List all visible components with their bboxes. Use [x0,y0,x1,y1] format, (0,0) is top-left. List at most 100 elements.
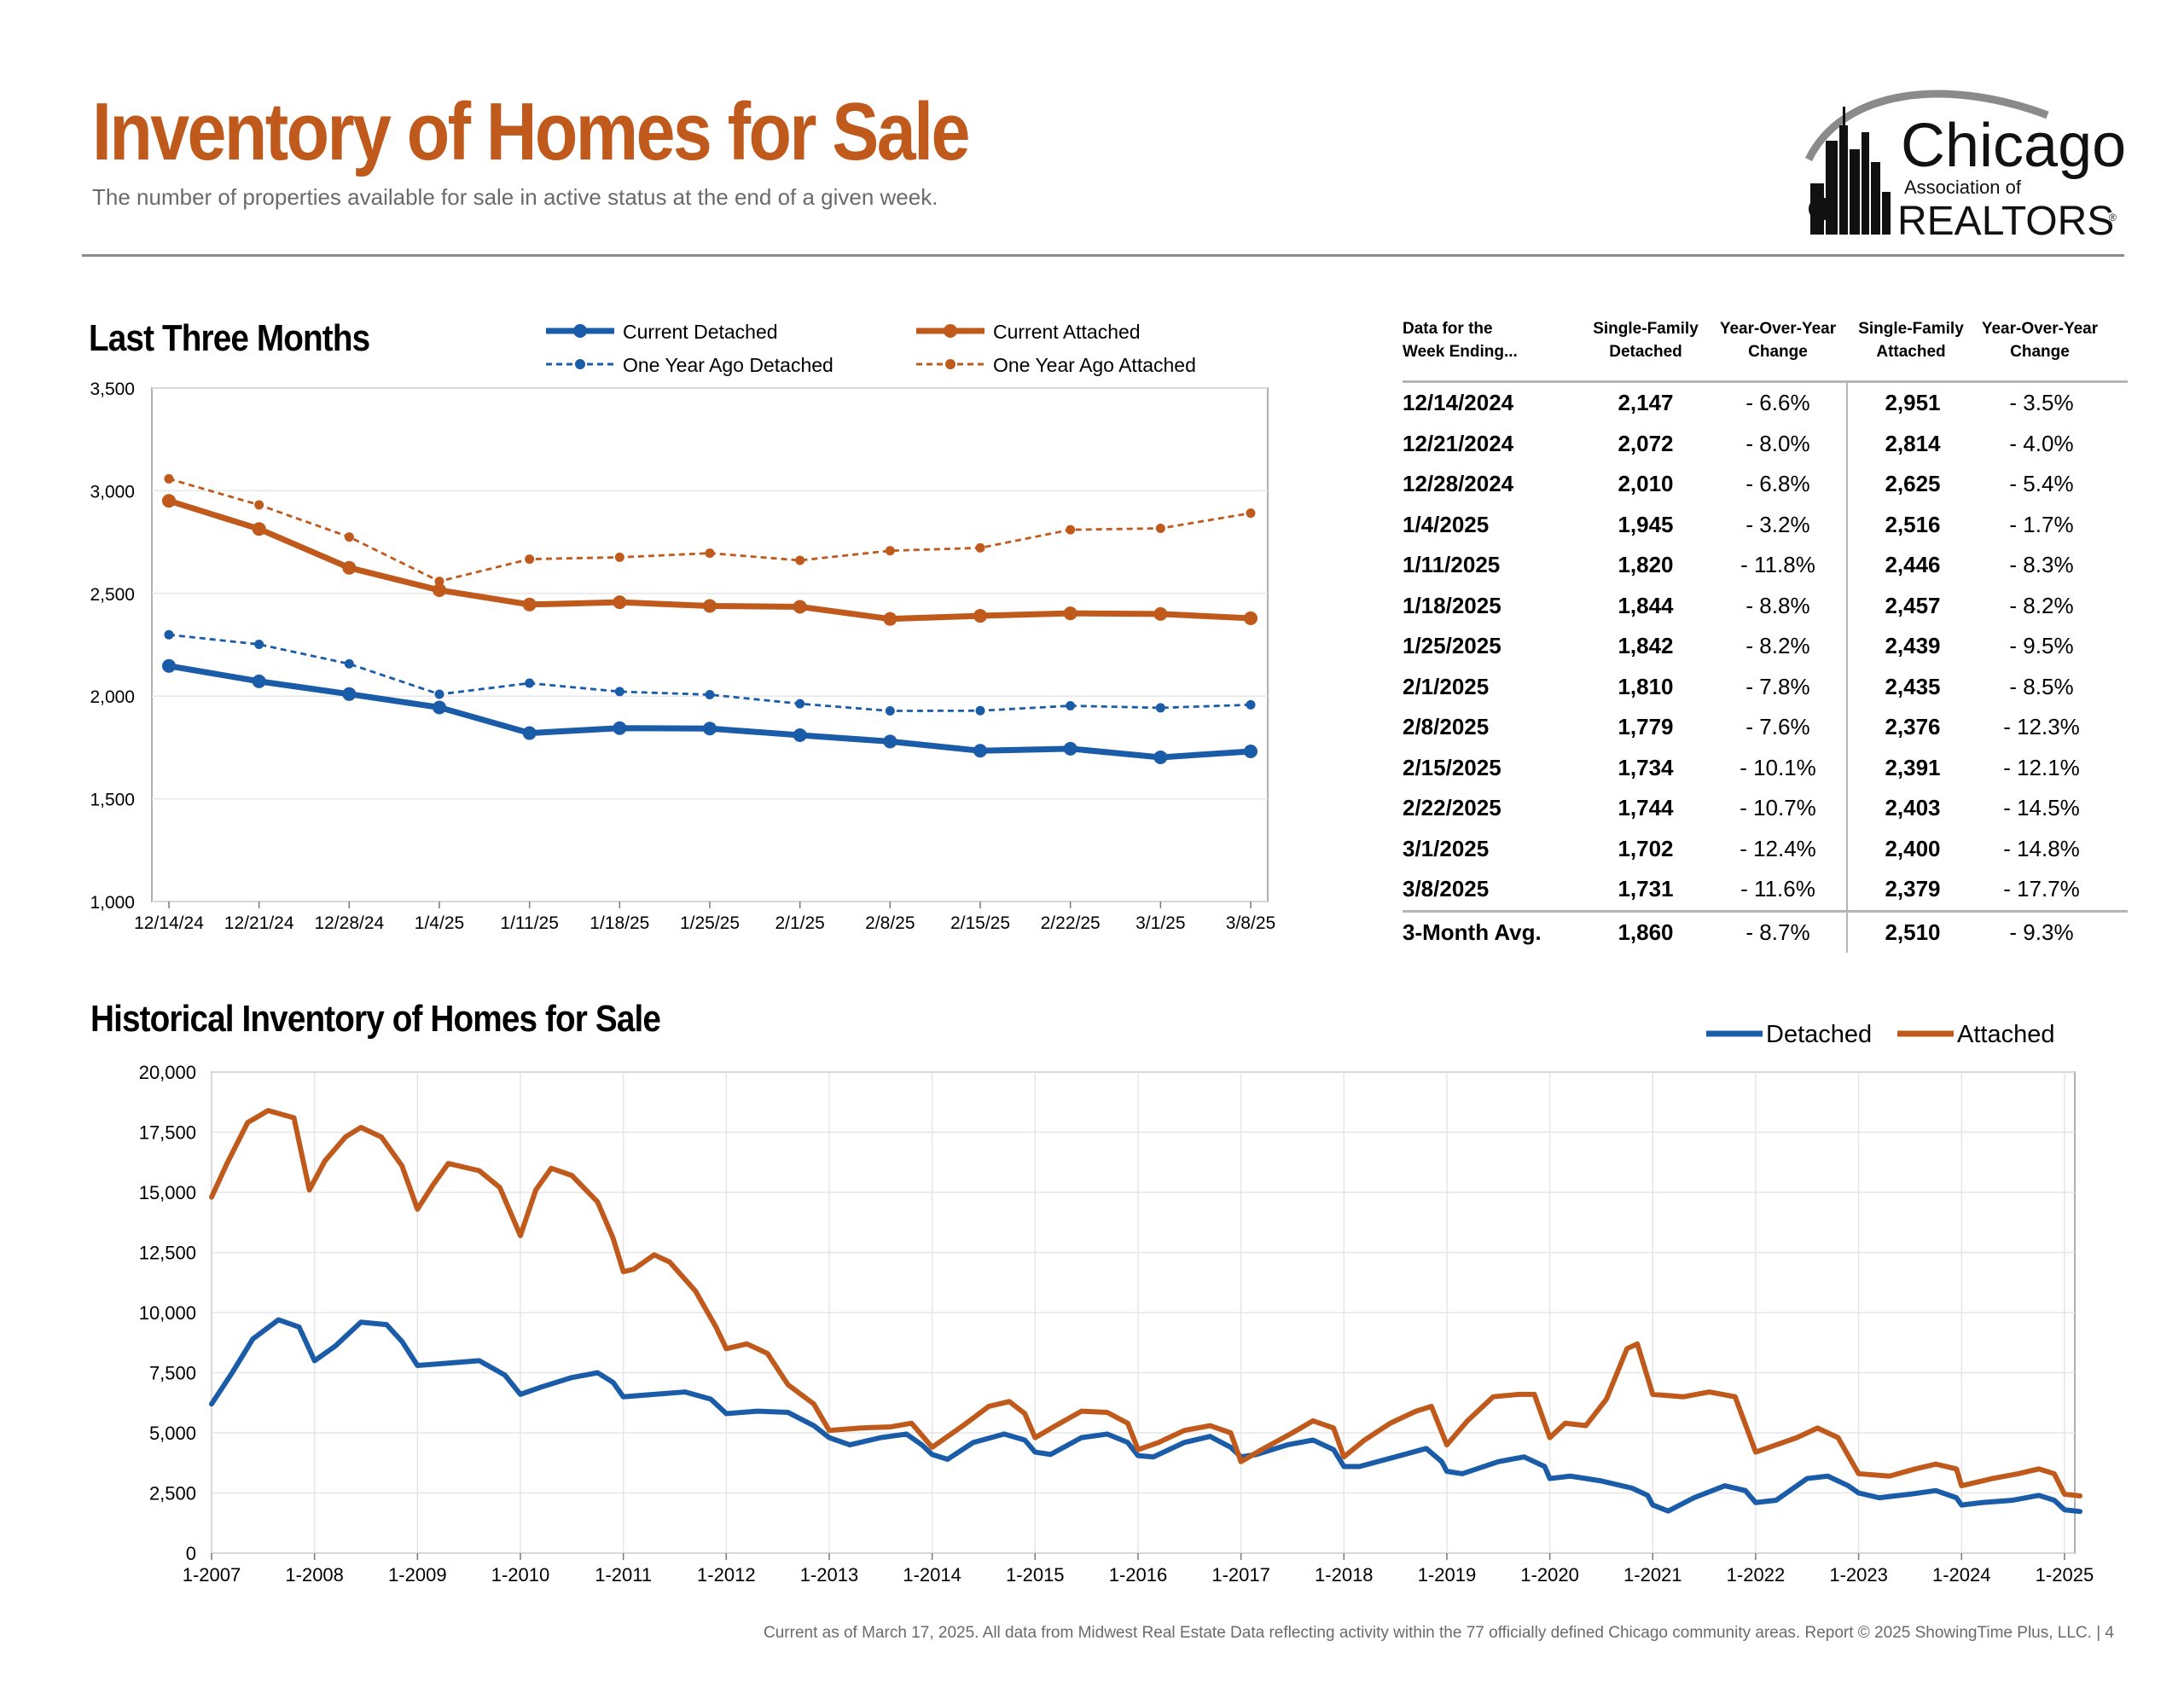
y-tick-label: 2,500 [90,585,135,605]
table-header-detached: Single-Family Detached [1593,320,1699,361]
data-point [614,552,624,562]
x-tick-label: 2/8/25 [865,913,915,933]
table-header-attached-change: Year-Over-Year Change [1981,320,2099,361]
legend-label-detached: Detached [1766,1021,1872,1048]
x-tick-label: 1-2012 [697,1564,756,1586]
series-line-2 [168,633,1252,712]
table-cell: - 12.4% [1740,835,1816,861]
x-tick-label: 1-2017 [1211,1564,1270,1586]
x-tick-label: 1-2019 [1418,1564,1477,1586]
avg-attached-change: - 9.3% [2009,919,2074,945]
table-cell: 1/4/2025 [1403,511,1490,537]
data-point [614,687,624,697]
data-point [342,560,357,575]
table-cell: 2,403 [1846,788,1978,829]
data-point [252,522,266,536]
y-tick-label: 15,000 [139,1182,196,1203]
chicago-realtors-logo: Chicago Association of REALTORS ® [1804,90,2126,243]
y-tick-label: 2,000 [90,687,135,707]
legend-label-attached: Attached [1957,1021,2054,1048]
skyline-icon [1809,107,1891,235]
logo-text-association: Association of [1904,177,2022,198]
x-tick-label: 1-2018 [1315,1564,1374,1586]
data-point [1066,701,1076,711]
data-point [162,658,176,673]
data-point [613,721,627,735]
table-cell: - 7.8% [1745,673,1810,699]
history-series-attached [209,1108,2083,1499]
x-tick-label: 12/14/24 [134,913,204,933]
table-cell: - 8.2% [1745,633,1810,659]
table-cell: - 12.1% [2003,754,2080,780]
data-point [1066,525,1076,535]
table-cell: - 3.2% [1745,511,1810,537]
series-line-0 [168,663,1252,761]
data-point [522,597,537,612]
table-cell: 2,376 [1846,707,1978,748]
data-point [164,629,174,640]
footer-note: Current as of March 17, 2025. All data f… [764,1624,2114,1642]
table-cell: - 10.7% [1740,795,1816,821]
table-cell: 1,779 [1618,714,1674,740]
avg-detached: 1,860 [1618,919,1674,945]
table-row: 3/1/2025 1,702 - 12.4% 2,400 - 14.8% [1403,828,2128,869]
table-cell: - 8.2% [2009,592,2074,618]
x-tick-label: 1-2020 [1520,1564,1579,1586]
x-tick-label: 12/21/24 [224,913,294,933]
data-point [883,734,897,749]
x-tick-label: 1-2008 [285,1564,344,1586]
table-cell: 1/11/2025 [1403,552,1501,578]
table-cell: 2,446 [1846,545,1978,586]
legend-label-year-ago-detached: One Year Ago Detached [623,354,834,376]
table-cell: - 17.7% [2003,876,2080,902]
data-point [795,555,805,565]
x-tick-label: 1-2013 [800,1564,859,1586]
legend-detached: Detached [1706,1021,1872,1048]
table-cell: 1,744 [1618,795,1674,821]
table-cell: 1,702 [1618,835,1674,861]
table-cell: - 5.4% [2009,471,2074,497]
legend-current-attached: Current Attached [916,321,1141,343]
table-row: 1/4/2025 1,945 - 3.2% 2,516 - 1.7% [1403,504,2128,545]
table-header-detached-change: Year-Over-Year Change [1719,320,1837,361]
x-tick-label: 3/1/25 [1136,913,1185,933]
table-cell: 2,435 [1846,666,1978,707]
table-cell: 2,147 [1618,390,1674,416]
data-point [525,554,535,565]
table-cell: 1,810 [1618,673,1674,699]
data-point [973,609,987,623]
page-subtitle: The number of properties available for s… [92,184,938,210]
y-tick-label: 17,500 [139,1122,196,1144]
legend-label-current-attached: Current Attached [993,321,1141,343]
table-cell: - 11.6% [1740,876,1815,902]
data-point [793,728,807,742]
table-cell: - 9.5% [2009,633,2074,659]
legend-year-ago-detached: One Year Ago Detached [546,354,834,376]
x-tick-label: 1-2015 [1006,1564,1065,1586]
page-title: Inventory of Homes for Sale [92,86,970,177]
table-cell: 12/21/2024 [1403,430,1514,456]
x-tick-label: 1-2009 [388,1564,447,1586]
table-cell: 3/8/2025 [1403,876,1490,902]
x-tick-label: 12/28/24 [314,913,384,933]
y-tick-label: 20,000 [139,1062,196,1083]
table-cell: 2,951 [1846,383,1978,424]
legend-year-ago-attached: One Year Ago Attached [916,354,1196,376]
x-tick-label: 1/4/25 [415,913,464,933]
legend-label-current-detached: Current Detached [623,321,778,343]
x-tick-label: 2/15/25 [950,913,1010,933]
table-cell: 1,842 [1618,633,1674,659]
table-row: 2/15/2025 1,734 - 10.1% 2,391 - 12.1% [1403,747,2128,788]
table-cell: 2/1/2025 [1403,673,1490,699]
y-tick-label: 3,500 [90,380,135,399]
data-point [885,546,895,556]
table-cell: - 14.8% [2003,835,2080,861]
table-row: 1/18/2025 1,844 - 8.8% 2,457 - 8.2% [1403,585,2128,626]
table-cell: 2,010 [1618,471,1674,497]
logo-registered-mark: ® [2109,212,2117,223]
data-point [344,532,354,542]
table-cell: 1,945 [1618,511,1674,537]
table-row: 1/25/2025 1,842 - 8.2% 2,439 - 9.5% [1403,626,2128,667]
y-tick-label: 2,500 [149,1483,196,1504]
table-row: 1/11/2025 1,820 - 11.8% 2,446 - 8.3% [1403,545,2128,586]
